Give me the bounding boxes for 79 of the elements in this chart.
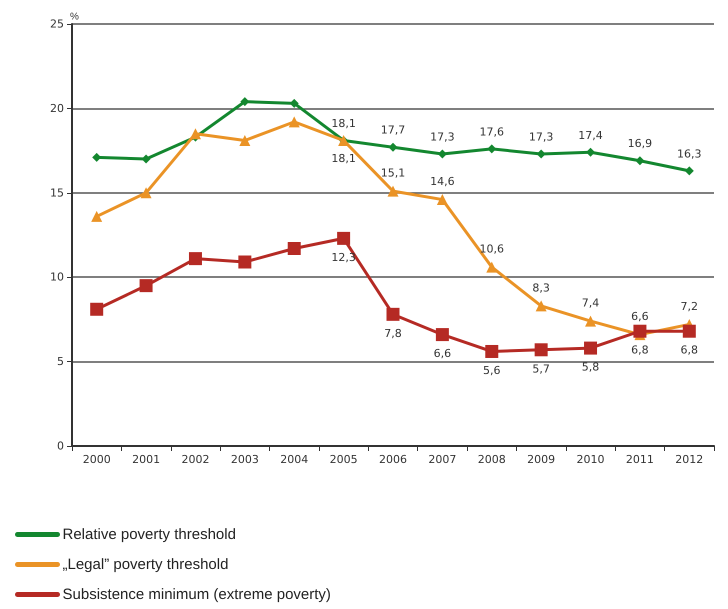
point — [487, 144, 496, 154]
data-label: 10,6 — [480, 242, 504, 256]
x-tick-label: 2010 — [576, 453, 605, 466]
point — [239, 134, 250, 146]
y-axis-title: % — [70, 12, 79, 22]
x-tick-label: 2005 — [330, 453, 358, 466]
point — [288, 242, 301, 256]
x-tick-label: 2011 — [626, 453, 654, 466]
x-tick-label: 2003 — [230, 453, 259, 466]
data-label: 5,6 — [483, 364, 501, 377]
data-label: 7,2 — [680, 300, 698, 313]
point — [682, 324, 696, 338]
point — [436, 194, 448, 206]
point — [438, 149, 447, 158]
data-label: 16,3 — [677, 147, 702, 160]
point — [386, 308, 400, 321]
legend-label: Relative poverty threshold — [62, 526, 236, 543]
y-tick-label: 15 — [50, 186, 64, 200]
point — [388, 142, 398, 152]
data-label: 7,4 — [582, 296, 600, 310]
point — [288, 116, 300, 128]
data-label: 12,3 — [331, 250, 356, 264]
data-label: 7,8 — [384, 326, 402, 340]
point — [586, 148, 596, 157]
data-label: 17,7 — [380, 124, 406, 137]
point — [140, 187, 152, 198]
x-tick-label: 2000 — [82, 453, 111, 466]
data-label: 5,8 — [582, 360, 600, 374]
point — [188, 252, 202, 266]
data-label: 6,6 — [631, 310, 649, 324]
x-tick-label: 2012 — [675, 453, 704, 466]
legend-label: „Legal” poverty threshold — [62, 556, 228, 573]
data-label: 6,8 — [680, 344, 698, 357]
data-label: 15,1 — [380, 166, 406, 180]
y-tick-label: 0 — [57, 440, 64, 452]
point — [436, 328, 449, 342]
data-label: 8,3 — [532, 281, 550, 294]
point — [534, 343, 548, 356]
point — [486, 262, 498, 273]
point — [388, 186, 398, 197]
y-tick-label: 5 — [57, 355, 64, 368]
x-tick-label: 2006 — [379, 453, 407, 466]
point — [536, 300, 547, 312]
data-label: 17,6 — [480, 125, 504, 138]
y-tick-label: 20 — [50, 102, 64, 115]
legend-label: Subsistence minimum (extreme poverty) — [62, 586, 331, 603]
point — [238, 256, 252, 269]
data-label: 6,8 — [631, 344, 649, 357]
data-label: 18,1 — [331, 116, 356, 130]
x-tick-label: 2007 — [428, 453, 456, 466]
point — [91, 210, 102, 222]
data-label: 6,6 — [434, 347, 452, 360]
point — [635, 156, 644, 166]
data-label: 14,6 — [430, 175, 455, 188]
data-label: 16,9 — [628, 137, 652, 150]
point — [290, 98, 299, 108]
point — [140, 279, 153, 292]
y-tick-label: 25 — [50, 18, 64, 30]
point — [585, 316, 596, 327]
data-label: 5,7 — [532, 362, 550, 376]
point — [584, 342, 598, 355]
data-label: 17,4 — [578, 128, 603, 142]
x-tick-label: 2004 — [280, 453, 308, 466]
point — [142, 154, 151, 164]
point — [190, 128, 201, 140]
x-tick-label: 2009 — [527, 453, 556, 466]
data-label: 17,3 — [430, 130, 455, 144]
point — [240, 97, 250, 106]
point — [90, 302, 104, 316]
point — [633, 324, 646, 338]
point — [684, 166, 694, 176]
x-tick-label: 2001 — [132, 453, 160, 466]
y-tick-label: 10 — [50, 270, 64, 284]
x-tick-label: 2008 — [478, 453, 506, 466]
data-label: 18,1 — [331, 152, 356, 165]
point — [485, 344, 498, 358]
x-tick-label: 2002 — [181, 453, 210, 466]
data-label: 17,3 — [528, 130, 554, 144]
point — [337, 232, 350, 245]
